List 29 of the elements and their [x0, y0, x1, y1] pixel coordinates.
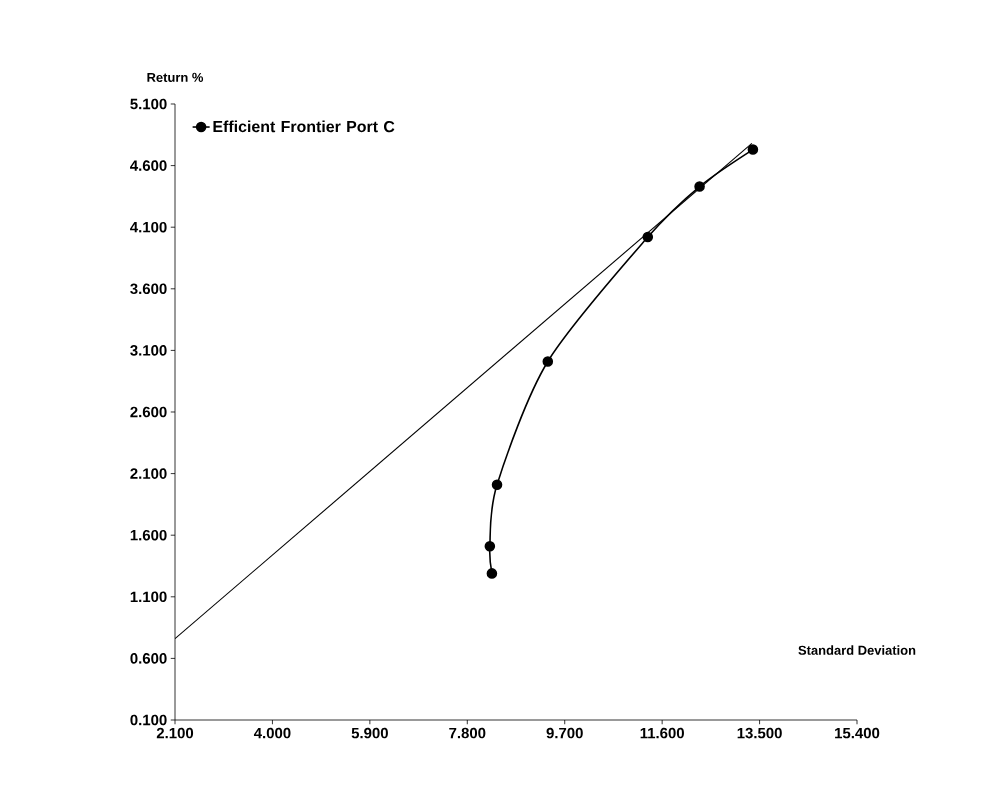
y-tick-label: 0.600: [130, 653, 167, 664]
point: [542, 356, 554, 367]
x-tick-label: 2.100: [156, 727, 194, 739]
y-tick-label: 2.100: [130, 468, 167, 479]
y-tick-label: 5.100: [130, 98, 167, 110]
point: [486, 568, 498, 579]
point: [484, 541, 496, 552]
x-tick-label: 13.500: [737, 727, 782, 739]
x-axis-title: Standard Deviation: [798, 645, 916, 655]
y-tick-label: 0.100: [130, 714, 167, 726]
y-axis-title: Return %: [147, 72, 204, 82]
x-tick-label: 7.800: [449, 727, 486, 739]
y-tick-label: 3.100: [130, 345, 167, 356]
x-tick-label: 15.400: [835, 727, 880, 739]
y-tick-label: 1.100: [130, 591, 167, 603]
y-tick-label: 4.600: [130, 160, 167, 171]
y-tick-label: 3.600: [130, 283, 167, 295]
point: [747, 144, 759, 155]
x-tick-label: 11.600: [640, 727, 684, 739]
point: [694, 181, 705, 192]
point: [491, 479, 503, 490]
x-tick-label: 4.000: [253, 727, 291, 739]
x-tick-label: 9.700: [546, 727, 583, 739]
x-tick-label: 5.900: [351, 727, 388, 739]
y-tick-label: 4.100: [130, 221, 167, 233]
y-tick-label: 2.600: [130, 406, 167, 418]
point: [642, 231, 654, 243]
y-tick-label: 1.600: [130, 529, 167, 541]
legend-label: Efficient Frontier Port C: [213, 120, 395, 133]
